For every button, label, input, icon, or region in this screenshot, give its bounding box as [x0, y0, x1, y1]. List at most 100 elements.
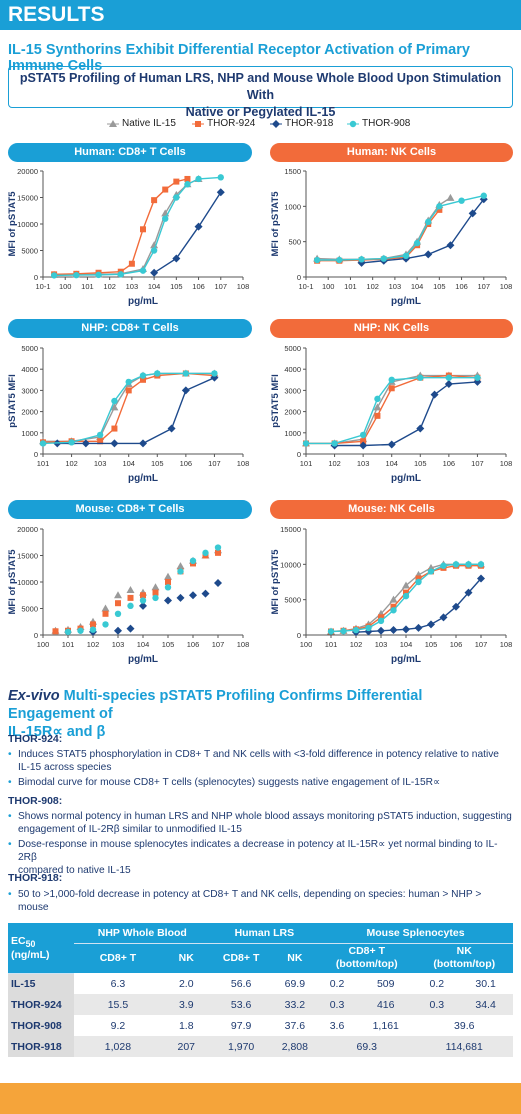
data-point [140, 376, 146, 383]
data-point [162, 215, 169, 222]
data-point [128, 260, 135, 267]
data-point [52, 628, 59, 635]
y-tick-label: 4000 [21, 365, 38, 374]
data-point [125, 378, 132, 386]
y-tick-label: 1000 [284, 202, 301, 211]
cell: 1,161 [372, 1019, 399, 1032]
y-tick-label: 500 [288, 238, 301, 247]
data-point [380, 255, 387, 262]
data-point [127, 602, 134, 610]
data-point [217, 174, 224, 181]
cell: 6.3 [110, 977, 126, 990]
col-header: NK [271, 943, 319, 973]
cell: 3.6 [329, 1019, 345, 1032]
ec50-label: EC [11, 934, 26, 947]
data-point [167, 424, 176, 433]
data-point [102, 621, 109, 628]
chart-human-cd8: 0 5000 10000 15000 20000 10-1 100 101 102 103 104 1… [7, 167, 249, 307]
x-tick-label: 102 [366, 282, 379, 291]
x-tick-label: 100 [37, 640, 50, 649]
data-point [216, 188, 225, 197]
circle-marker-icon [347, 120, 359, 128]
y-tick-label: 0 [34, 273, 38, 282]
cell: 1.8 [178, 1019, 194, 1032]
x-tick-label: 102 [65, 459, 78, 468]
legend-label: THOR-918 [285, 118, 334, 129]
data-point [111, 397, 118, 405]
y-axis-label: pSTAT5 MFI [270, 374, 281, 427]
x-tick-label: 103 [389, 282, 402, 291]
data-point [110, 439, 119, 448]
data-point [115, 600, 121, 607]
cell: 509 [376, 977, 395, 990]
x-tick-label: 106 [443, 459, 456, 468]
bullet-line: IL-15 across species [18, 762, 112, 773]
cell: 416 [356, 994, 416, 1015]
data-point [359, 441, 368, 450]
data-point [336, 256, 343, 264]
x-tick-label: 107 [212, 640, 225, 649]
data-point [140, 226, 146, 233]
chart-human-nk: 0 500 1000 1500 10-1 100 101 102 103 104 105 106 107… [270, 167, 512, 307]
data-point [176, 562, 185, 570]
x-tick-label: 108 [237, 459, 250, 468]
series-line [317, 195, 484, 261]
cell: 33.2 [271, 994, 319, 1015]
data-point [452, 602, 460, 611]
x-tick-label: 108 [500, 459, 513, 468]
data-point [390, 607, 397, 614]
data-point [195, 175, 202, 183]
data-point [474, 374, 481, 381]
cell: 39.6 [454, 1019, 475, 1032]
data-point [446, 241, 455, 250]
data-point [445, 374, 453, 381]
x-tick-label: 105 [170, 282, 183, 291]
data-point [365, 624, 372, 632]
table-row: THOR-908 9.2 1.8 97.9 37.6 3.6 1,161 39.6 [8, 1015, 513, 1036]
thor-924-title: THOR-924: [8, 733, 63, 745]
data-point [97, 438, 104, 445]
data-point [424, 250, 433, 259]
data-point [377, 617, 385, 625]
x-tick-label: 106 [187, 640, 200, 649]
data-point [477, 574, 485, 583]
x-tick-label: 104 [411, 282, 424, 291]
data-point [139, 439, 147, 448]
y-tick-label: 5000 [284, 344, 301, 353]
x-tick-label: 102 [103, 282, 116, 291]
x-tick-label: 104 [122, 459, 135, 468]
data-point [340, 627, 347, 635]
y-tick-label: 2000 [284, 408, 301, 417]
data-point [387, 440, 396, 449]
chart-title-human-cd8: Human: CD8+ T Cells [8, 143, 252, 162]
y-tick-label: 15000 [17, 552, 38, 561]
data-point [360, 438, 367, 445]
x-tick-label: 102 [350, 640, 363, 649]
section-heading: Ex-vivo Multi-species pSTAT5 Profiling C… [8, 687, 513, 741]
y-tick-label: 3000 [21, 386, 38, 395]
x-tick-label: 106 [192, 282, 205, 291]
group-header-human: Human LRS [210, 923, 319, 944]
data-point [101, 604, 110, 612]
y-tick-label: 15000 [17, 194, 38, 203]
data-point [114, 591, 122, 599]
cell: 0.3 [318, 994, 356, 1015]
data-point [402, 625, 410, 634]
data-point [140, 592, 146, 599]
data-point [436, 203, 443, 210]
data-point [150, 247, 158, 254]
data-point [444, 380, 453, 389]
cell: 34.4 [458, 994, 513, 1015]
data-point [417, 374, 424, 381]
x-tick-label: 100 [322, 282, 335, 291]
cell: 30.1 [475, 977, 496, 990]
data-point [214, 579, 222, 588]
group-header-mouse: Mouse Splenocytes [318, 923, 513, 944]
bullet-line: Bimodal curve for mouse CD8+ T cells (sp… [18, 777, 441, 788]
data-point [73, 271, 80, 279]
data-point [182, 370, 190, 377]
heading-rest: Multi-species pSTAT5 Profiling Confirms … [8, 688, 423, 722]
y-tick-label: 20000 [17, 525, 38, 534]
x-tick-label: 106 [455, 282, 468, 291]
series-line [334, 381, 478, 447]
